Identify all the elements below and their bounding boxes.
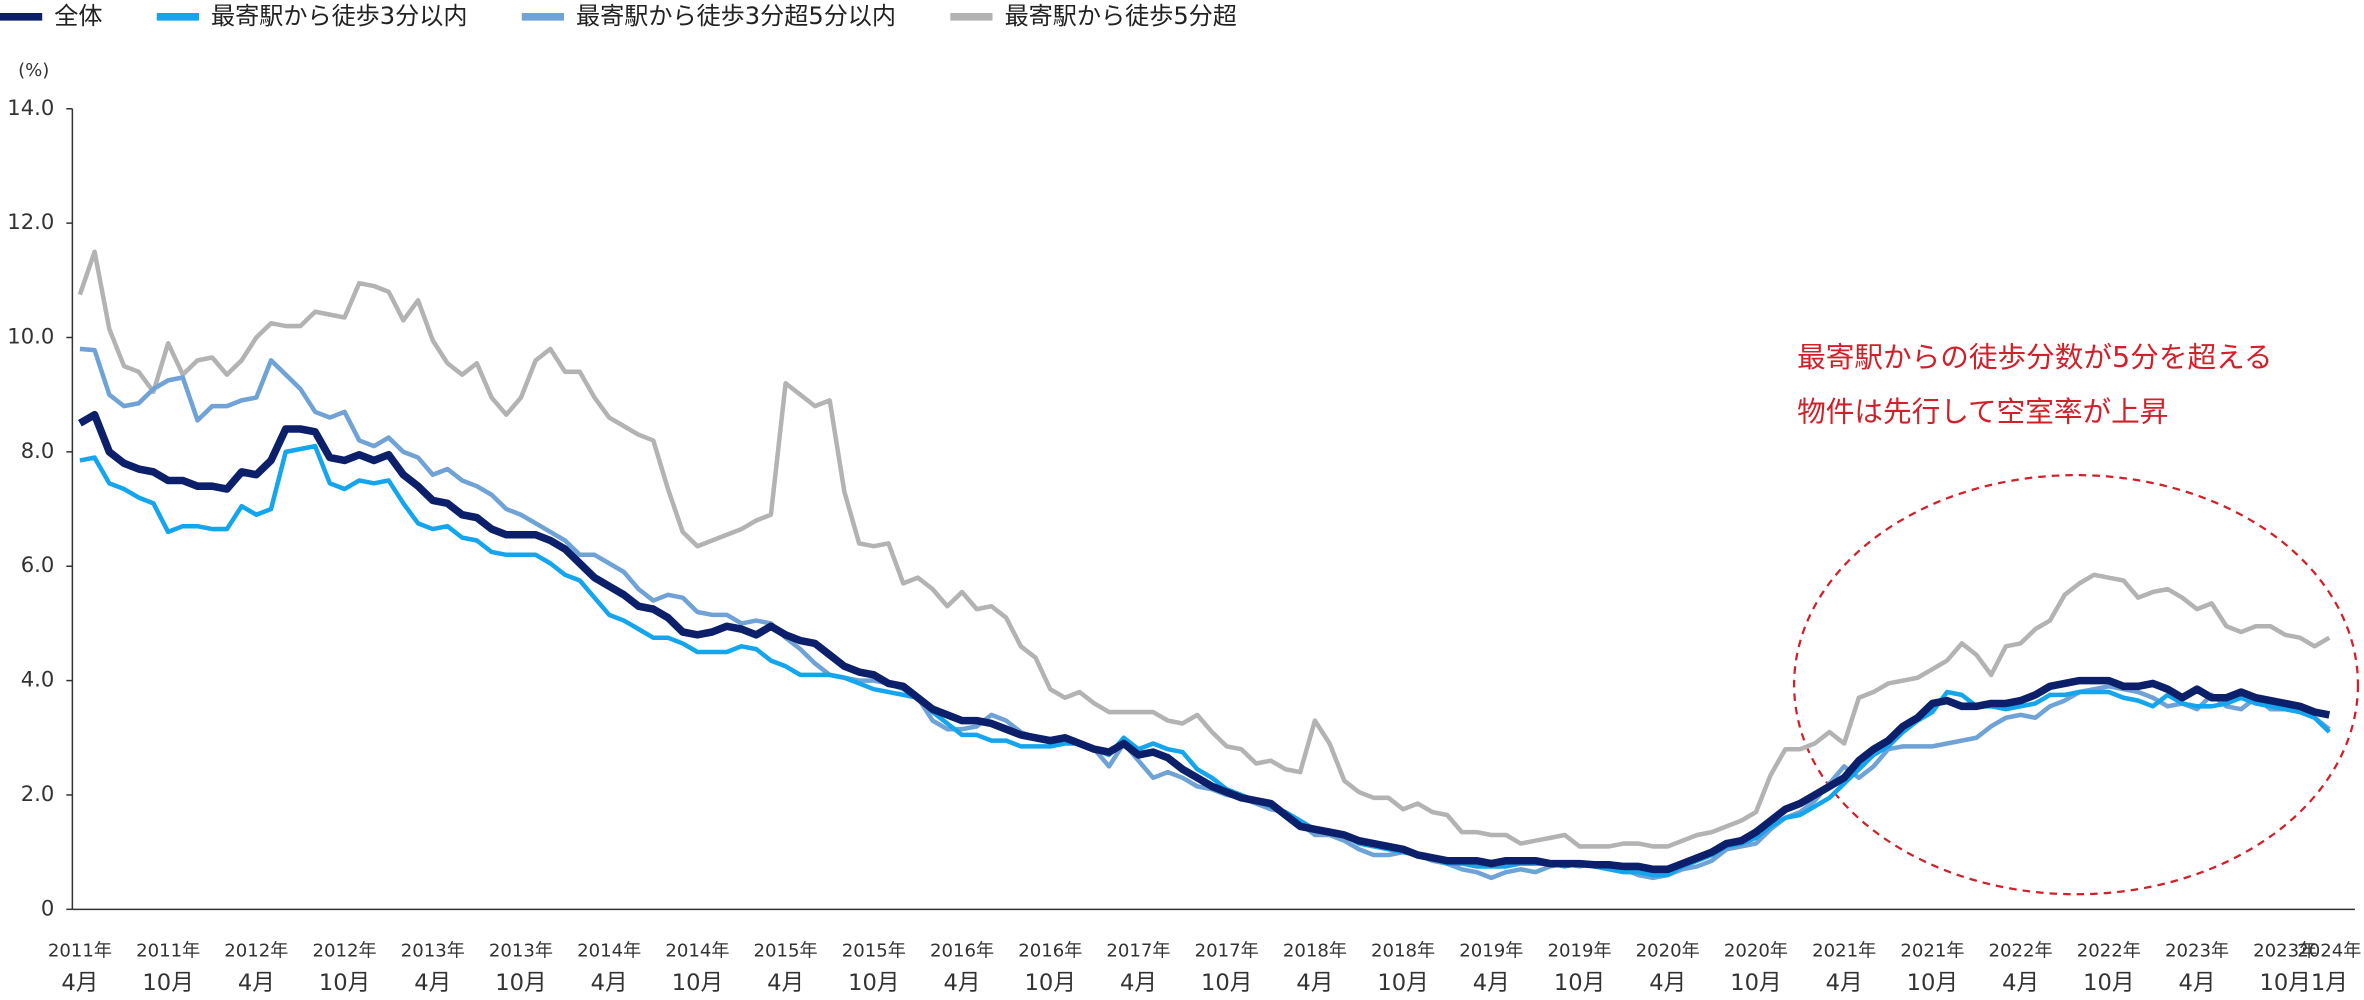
x-tick-label: 2012年 10月 [312, 941, 376, 996]
x-tick-label: 2013年 4月 [401, 941, 465, 996]
x-tick-label: 2020年 4月 [1636, 941, 1700, 996]
legend-label: 最寄駅から徒歩5分超 [1005, 2, 1237, 30]
x-tick-label: 2017年 10月 [1195, 941, 1259, 996]
x-tick-label: 2019年 10月 [1547, 941, 1611, 996]
legend-label: 全体 [54, 2, 102, 30]
x-tick-label: 2018年 10月 [1371, 941, 1435, 996]
legend-label: 最寄駅から徒歩3分以内 [211, 2, 467, 30]
x-tick-label: 2013年 10月 [489, 941, 553, 996]
x-tick-label: 2023年 10月 [2253, 941, 2317, 996]
y-tick-label: 10.0 [7, 323, 54, 348]
annotation: 物件は先行して空室率が上昇 [1797, 394, 2168, 428]
x-tick-label: 2022年 10月 [2077, 941, 2141, 996]
x-tick-label: 2019年 4月 [1459, 941, 1523, 996]
series-line [78, 410, 2331, 874]
annotation: 最寄駅からの徒歩分数が5分を超える [1797, 340, 2272, 374]
x-tick-label: 2014年 4月 [577, 941, 641, 996]
highlight-ellipse [1792, 473, 2360, 896]
series-line [77, 249, 2331, 849]
y-tick-label: 4.0 [21, 667, 55, 692]
x-tick-label: 2012年 4月 [224, 941, 288, 996]
y-tick-label: 2.0 [21, 781, 55, 806]
x-tick-label: 2018年 4月 [1283, 941, 1347, 996]
series-line [79, 346, 2331, 881]
y-tick-label: 12.0 [7, 209, 54, 234]
y-tick-label: 14.0 [7, 95, 54, 120]
x-tick-label: 2011年 4月 [48, 941, 112, 996]
x-tick-label: 2023年 4月 [2165, 941, 2229, 996]
x-tick-label: 2011年 10月 [136, 941, 200, 996]
x-tick-label: 2020年 10月 [1724, 941, 1788, 996]
x-tick-label: 2017年 4月 [1106, 941, 1170, 996]
x-tick-label: 2021年 4月 [1812, 941, 1876, 996]
legend-label: 最寄駅から徒歩3分超5分以内 [576, 2, 896, 30]
y-tick-label: 0 [41, 895, 54, 920]
x-tick-label: 2024年 1月 [2297, 941, 2361, 996]
x-tick-label: 2015年 10月 [842, 941, 906, 996]
y-tick-label: 8.0 [21, 438, 55, 463]
x-tick-label: 2016年 4月 [930, 941, 994, 996]
y-unit: (%) [18, 60, 49, 81]
x-tick-label: 2014年 10月 [665, 941, 729, 996]
x-tick-label: 2021年 10月 [1900, 941, 1964, 996]
x-tick-label: 2015年 4月 [754, 941, 818, 996]
y-tick-label: 6.0 [21, 552, 55, 577]
x-tick-label: 2016年 10月 [1018, 941, 1082, 996]
x-tick-label: 2022年 4月 [1989, 941, 2053, 996]
series-line [79, 443, 2331, 878]
